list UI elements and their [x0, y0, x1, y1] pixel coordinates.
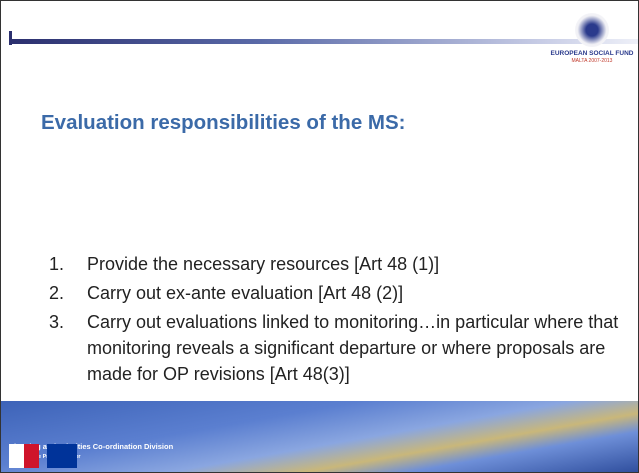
- item-text: Carry out evaluations linked to monitori…: [87, 312, 618, 384]
- item-number: 2.: [49, 280, 64, 306]
- slide: EUROPEAN SOCIAL FUND MALTA 2007-2013 Eva…: [0, 0, 639, 473]
- top-bar: [9, 39, 638, 44]
- top-mark: [9, 31, 12, 45]
- logo-icon: [575, 13, 609, 47]
- logo-subtitle: MALTA 2007-2013: [549, 58, 635, 64]
- logo-name: EUROPEAN SOCIAL FUND: [549, 50, 635, 57]
- item-text: Carry out ex-ante evaluation [Art 48 (2)…: [87, 283, 403, 303]
- eu-flag: [47, 444, 77, 468]
- item-text: Provide the necessary resources [Art 48 …: [87, 254, 439, 274]
- item-list: 1. Provide the necessary resources [Art 4…: [49, 251, 619, 390]
- item-number: 3.: [49, 309, 64, 335]
- logo: EUROPEAN SOCIAL FUND MALTA 2007-2013: [549, 9, 635, 67]
- list-item: 1. Provide the necessary resources [Art 4…: [49, 251, 619, 277]
- malta-flag: [9, 444, 39, 468]
- list-item: 2. Carry out ex-ante evaluation [Art 48 (…: [49, 280, 619, 306]
- footer: Planning and Priorities Co-ordination Di…: [1, 401, 638, 472]
- slide-title: Evaluation responsibilities of the MS:: [41, 111, 406, 135]
- item-number: 1.: [49, 251, 64, 277]
- list-item: 3. Carry out evaluations linked to monito…: [49, 309, 619, 387]
